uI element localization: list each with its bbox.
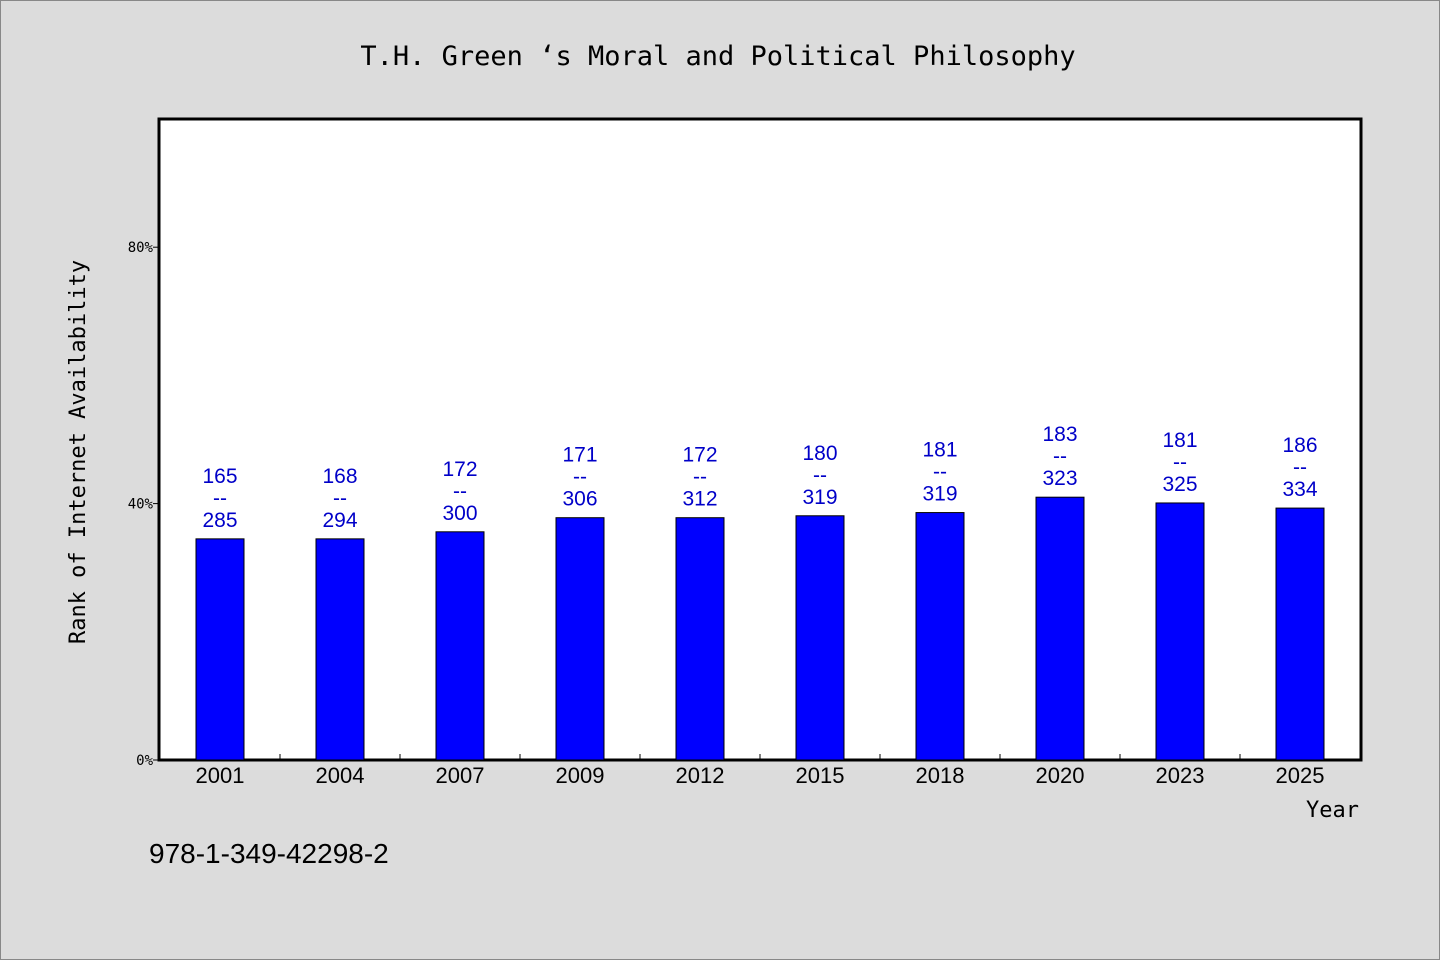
x-tick-label: 2012 — [676, 763, 725, 788]
data-label: 183 — [1042, 423, 1077, 446]
x-tick-label: 2007 — [436, 763, 485, 788]
x-tick-label: 2009 — [556, 763, 605, 788]
x-tick-label: 2001 — [196, 763, 245, 788]
data-label: 323 — [1042, 467, 1077, 490]
data-label: -- — [1173, 451, 1187, 474]
data-label: -- — [933, 461, 947, 484]
data-label: 165 — [202, 465, 237, 488]
x-tick-label: 2020 — [1036, 763, 1085, 788]
data-label: 294 — [322, 509, 357, 532]
bar — [1035, 496, 1085, 761]
bar — [195, 538, 245, 761]
data-label: -- — [573, 466, 587, 489]
data-label: -- — [813, 464, 827, 487]
bar — [435, 531, 485, 761]
data-label: 168 — [322, 465, 357, 488]
data-label: 319 — [802, 486, 837, 509]
data-label: 334 — [1282, 478, 1317, 501]
data-label: 172 — [682, 444, 717, 467]
bar — [795, 515, 845, 761]
data-label: 181 — [922, 439, 957, 462]
x-tick-label: 2004 — [316, 763, 365, 788]
data-label: -- — [333, 487, 347, 510]
data-labels: 165--285168--294172--300171--306172--312… — [202, 423, 1317, 532]
y-tick-label: 80% — [128, 240, 154, 256]
data-label: 186 — [1282, 434, 1317, 457]
y-tick-label: 0% — [136, 753, 153, 769]
data-label: 285 — [202, 509, 237, 532]
data-label: -- — [1053, 445, 1067, 468]
x-tick-label: 2018 — [916, 763, 965, 788]
data-label: 319 — [922, 483, 957, 506]
bar — [675, 517, 725, 761]
bar — [1275, 507, 1325, 761]
bar — [915, 512, 965, 761]
data-label: 181 — [1162, 429, 1197, 452]
data-label: 171 — [562, 444, 597, 467]
data-label: -- — [693, 466, 707, 489]
x-tick-label: 2025 — [1276, 763, 1325, 788]
x-tick-label: 2023 — [1156, 763, 1205, 788]
x-tick-label: 2015 — [796, 763, 845, 788]
y-axis: 0% 40% 80% — [128, 240, 159, 769]
data-label: 312 — [682, 488, 717, 511]
isbn-label: 978-1-349-42298-2 — [149, 838, 389, 869]
data-label: 300 — [442, 502, 477, 525]
x-axis: 2001 2004 2007 2009 2012 2015 2018 2020 2023 2025 — [196, 754, 1325, 788]
data-label: 325 — [1162, 473, 1197, 496]
bar — [555, 517, 605, 761]
bar-series — [195, 496, 1325, 761]
data-label: 172 — [442, 458, 477, 481]
bar — [1155, 502, 1205, 761]
data-label: -- — [213, 487, 227, 510]
data-label: -- — [453, 480, 467, 503]
x-axis-label: Year — [1306, 798, 1359, 823]
bar — [315, 538, 365, 761]
y-axis-label: Rank of Internet Availability — [66, 260, 91, 644]
data-label: 306 — [562, 488, 597, 511]
data-label: -- — [1293, 456, 1307, 479]
y-tick-label: 40% — [128, 497, 154, 513]
data-label: 180 — [802, 442, 837, 465]
chart-title: T.H. Green ‘s Moral and Political Philos… — [360, 41, 1075, 72]
